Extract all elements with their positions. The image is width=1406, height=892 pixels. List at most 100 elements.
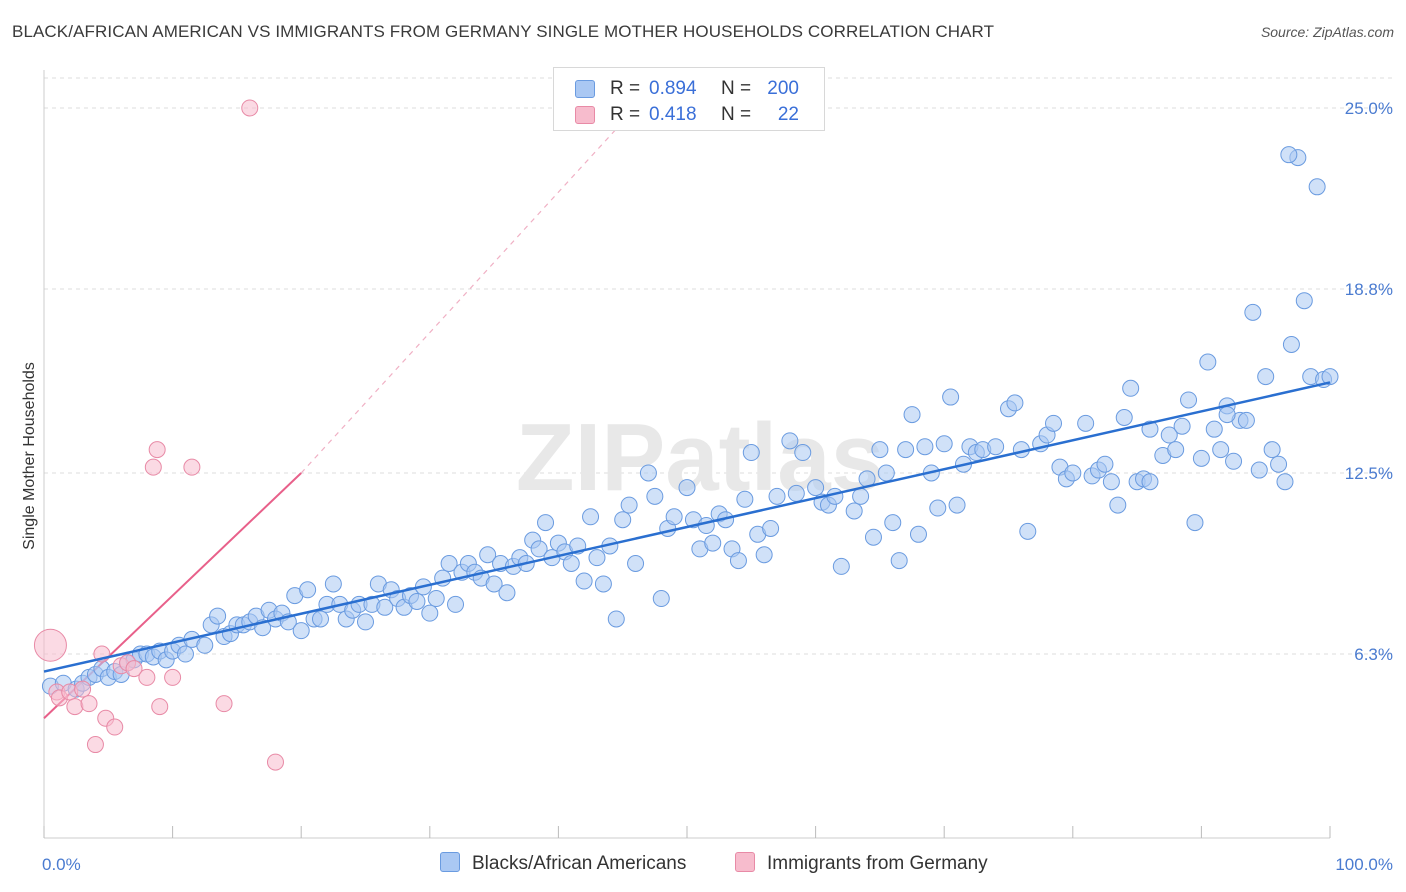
trend-line-dashed xyxy=(300,107,637,474)
data-point-blue xyxy=(1321,368,1339,386)
x-tick-label-max: 100.0% xyxy=(1335,855,1393,874)
trend-line-blacks-african-americans xyxy=(43,381,1331,673)
data-point-blue xyxy=(1199,353,1217,371)
data-point-blue xyxy=(755,546,773,564)
data-point-blue xyxy=(1225,452,1243,470)
data-point-blue xyxy=(537,514,555,532)
data-point-blue xyxy=(1270,455,1288,473)
legend-r-label: R = xyxy=(610,78,641,99)
trend-line-solid xyxy=(43,381,1331,673)
data-point-pink xyxy=(66,698,84,716)
data-point-pink xyxy=(80,695,98,713)
data-point-pink xyxy=(151,698,169,716)
data-point-blue xyxy=(665,508,683,526)
grid-lines xyxy=(44,77,1393,655)
data-point-blue xyxy=(1282,335,1300,353)
data-point-blue xyxy=(479,546,497,564)
data-point-blue xyxy=(588,549,606,567)
data-point-blue xyxy=(897,441,915,459)
data-point-blue xyxy=(1308,178,1326,196)
watermark: ZIPatlas xyxy=(516,404,884,511)
data-point-blue xyxy=(1115,408,1133,426)
data-point-blue xyxy=(1257,368,1275,386)
data-point-blue xyxy=(324,575,342,593)
data-point-pink xyxy=(164,668,182,686)
data-point-blue xyxy=(729,552,747,570)
points-immigrants-germany xyxy=(33,99,284,771)
data-point-blue xyxy=(1019,522,1037,540)
data-point-blue xyxy=(1173,417,1191,435)
data-point-blue xyxy=(935,435,953,453)
legend-r-value: 0.894 xyxy=(649,78,697,99)
data-point-blue xyxy=(176,645,194,663)
data-point-blue xyxy=(864,528,882,546)
data-point-blue xyxy=(594,575,612,593)
data-point-blue xyxy=(871,441,889,459)
data-point-pink xyxy=(241,99,259,117)
correlation-legend: R = 0.894 N = 200 R = 0.418 N = 22 xyxy=(553,67,825,131)
data-point-blue xyxy=(575,572,593,590)
data-point-blue xyxy=(1122,379,1140,397)
data-point-blue xyxy=(639,464,657,482)
legend-n-value: 200 xyxy=(767,78,799,99)
data-point-blue xyxy=(292,622,310,640)
data-point-blue xyxy=(485,575,503,593)
chart-title: BLACK/AFRICAN AMERICAN VS IMMIGRANTS FRO… xyxy=(12,22,995,41)
data-point-blue xyxy=(890,552,908,570)
data-point-blue xyxy=(704,534,722,552)
data-point-blue xyxy=(781,432,799,450)
data-point-blue xyxy=(742,444,760,462)
data-point-blue xyxy=(697,517,715,535)
data-point-blue xyxy=(1102,473,1120,491)
y-tick-label: 12.5% xyxy=(1345,464,1393,483)
data-point-blue xyxy=(877,464,895,482)
data-point-blue xyxy=(357,613,374,631)
data-point-blue xyxy=(736,490,754,508)
data-point-blue xyxy=(768,487,786,505)
data-point-blue xyxy=(1167,441,1185,459)
data-point-blue xyxy=(1276,473,1294,491)
data-point-blue xyxy=(1263,441,1281,459)
data-point-blue xyxy=(427,590,445,608)
data-point-blue xyxy=(1218,406,1236,424)
data-point-blue xyxy=(1212,441,1230,459)
data-point-blue xyxy=(909,525,927,543)
data-point-blue xyxy=(498,584,516,602)
legend-n-label: N = xyxy=(721,104,752,125)
data-point-blue xyxy=(1006,394,1024,412)
data-point-pink xyxy=(125,660,143,678)
data-point-blue xyxy=(916,438,934,456)
data-point-blue xyxy=(942,388,960,406)
data-point-pink xyxy=(144,458,162,476)
data-point-blue xyxy=(948,496,966,514)
data-point-blue xyxy=(620,496,638,514)
bottom-legend-blue: Blacks/African Americans xyxy=(440,852,686,875)
data-point-blue xyxy=(614,511,632,529)
data-point-blue xyxy=(1160,426,1178,444)
data-point-blue xyxy=(607,610,625,628)
data-point-blue xyxy=(1205,420,1223,438)
data-point-blue xyxy=(826,487,844,505)
data-point-blue xyxy=(408,592,426,610)
legend-swatch-blue xyxy=(575,80,595,98)
data-point-blue xyxy=(652,590,670,608)
bottom-legend-label: Immigrants from Germany xyxy=(767,853,988,874)
data-point-blue xyxy=(1045,414,1063,432)
y-tick-label: 25.0% xyxy=(1345,99,1393,118)
data-point-blue xyxy=(1096,455,1114,473)
data-point-blue xyxy=(1180,391,1198,409)
data-point-blue xyxy=(447,595,465,613)
legend-n-value: 22 xyxy=(777,104,799,125)
legend-r-label: R = xyxy=(610,104,641,125)
data-point-pink xyxy=(74,680,92,698)
data-point-blue xyxy=(1141,420,1159,438)
data-point-blue xyxy=(787,484,805,502)
data-point-blue xyxy=(1186,514,1204,532)
data-point-blue xyxy=(903,406,921,424)
data-point-blue xyxy=(1109,496,1127,514)
bottom-legend-swatch-blue xyxy=(440,852,460,872)
data-point-blue xyxy=(196,636,214,654)
data-point-blue xyxy=(1141,473,1159,491)
data-point-blue xyxy=(794,444,812,462)
data-point-blue xyxy=(376,598,394,616)
